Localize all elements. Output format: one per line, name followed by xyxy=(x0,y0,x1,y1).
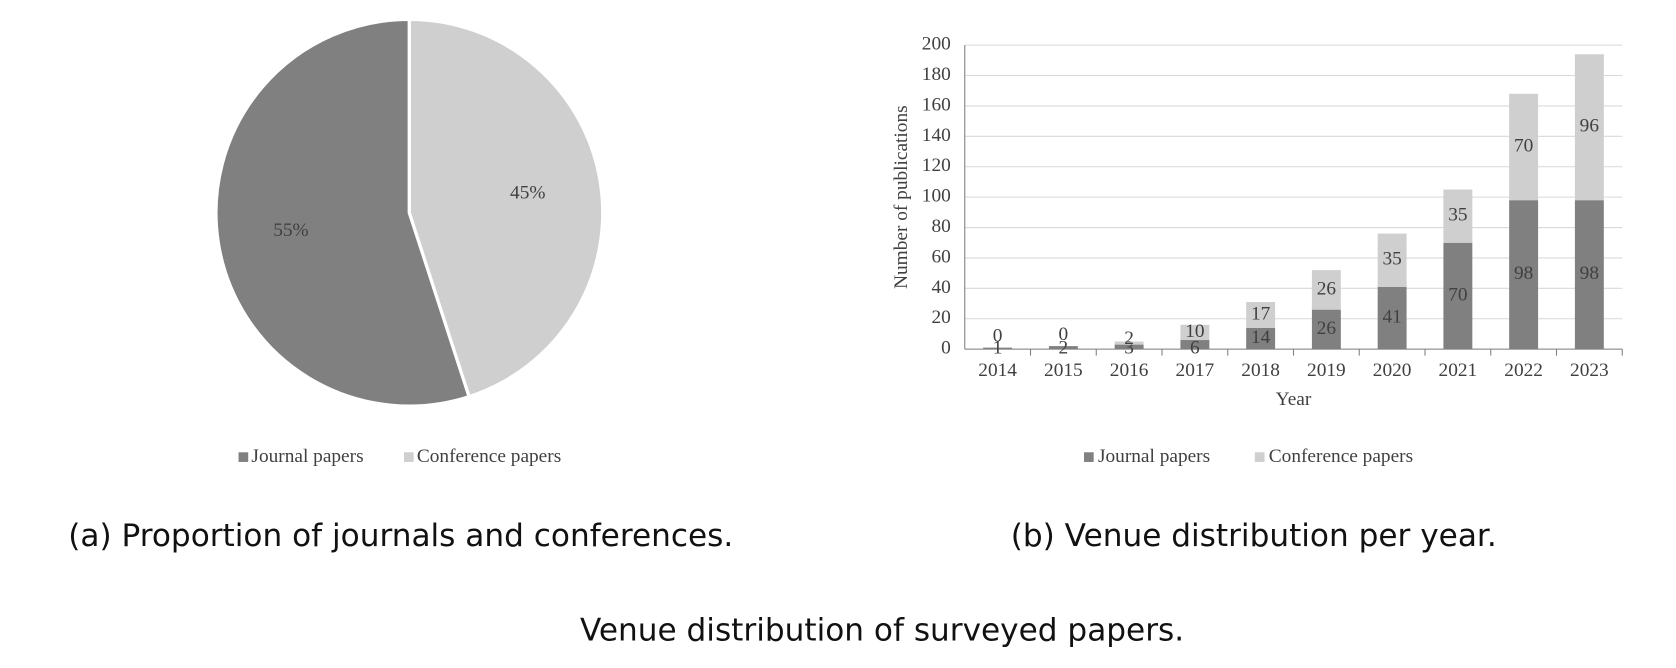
x-tick-label: 2018 xyxy=(1241,360,1280,381)
data-label: 14 xyxy=(1251,327,1271,348)
bar-segment xyxy=(983,347,1013,350)
y-tick-label: 40 xyxy=(931,277,950,298)
bar-segment xyxy=(1180,324,1210,341)
data-label: 6 xyxy=(1190,338,1200,359)
x-tick-label: 2016 xyxy=(1110,360,1149,381)
x-tick-label: 2017 xyxy=(1176,360,1215,381)
data-label: 0 xyxy=(993,325,1003,346)
y-tick-label: 100 xyxy=(922,186,951,207)
y-tick-label: 120 xyxy=(922,155,951,176)
bar-segment xyxy=(1443,189,1473,243)
data-label: 45% xyxy=(510,182,545,203)
y-tick-label: 60 xyxy=(931,246,950,267)
bar-segment xyxy=(1574,54,1604,201)
bar-segment xyxy=(1048,346,1078,350)
data-label: 98 xyxy=(1514,263,1533,284)
data-label: 35 xyxy=(1382,249,1401,270)
y-tick-label: 160 xyxy=(922,94,951,115)
legend-swatch xyxy=(1084,452,1094,462)
y-tick-label: 0 xyxy=(941,338,951,359)
x-axis-label: Year xyxy=(1276,389,1312,410)
bar-segment xyxy=(1311,270,1341,310)
bar-segment xyxy=(1443,242,1473,350)
y-tick-label: 180 xyxy=(922,64,951,85)
data-label: 70 xyxy=(1514,135,1533,156)
y-tick-label: 20 xyxy=(931,307,950,328)
bar-segment xyxy=(1311,309,1341,350)
data-label: 41 xyxy=(1382,306,1401,327)
y-axis-label: Number of publications xyxy=(891,105,912,289)
x-tick-label: 2019 xyxy=(1307,360,1346,381)
bar-segment xyxy=(1114,344,1144,350)
pie-slice xyxy=(214,17,472,408)
y-tick-label: 200 xyxy=(922,34,951,55)
bar-segment xyxy=(1509,93,1539,201)
x-tick-label: 2014 xyxy=(978,360,1017,381)
legend-label: Journal papers xyxy=(251,446,363,467)
x-tick-label: 2022 xyxy=(1504,360,1543,381)
y-tick-label: 140 xyxy=(922,125,951,146)
legend-label: Journal papers xyxy=(1098,446,1210,467)
bar-segment xyxy=(1509,200,1539,350)
pie-slice xyxy=(407,17,605,399)
legend-swatch xyxy=(403,452,414,462)
data-label: 17 xyxy=(1251,303,1271,324)
legend-label: Conference papers xyxy=(417,446,561,467)
bar-segment xyxy=(1180,340,1210,350)
data-label: 96 xyxy=(1580,116,1600,137)
data-label: 70 xyxy=(1448,284,1467,305)
legend-label: Conference papers xyxy=(1269,446,1413,467)
caption: (b) Venue distribution per year. xyxy=(1011,518,1497,554)
data-label: 1 xyxy=(993,338,1003,359)
bar-segment xyxy=(1377,286,1407,350)
x-tick-label: 2021 xyxy=(1439,360,1478,381)
data-label: 98 xyxy=(1580,263,1599,284)
data-label: 10 xyxy=(1185,321,1204,342)
figure-caption: Venue distribution of surveyed papers. xyxy=(580,613,1184,649)
x-tick-label: 2015 xyxy=(1044,360,1083,381)
legend-swatch xyxy=(1254,452,1265,462)
bar-segment xyxy=(1114,341,1144,345)
caption: (a) Proportion of journals and conferenc… xyxy=(68,518,733,554)
data-label: 26 xyxy=(1317,278,1337,299)
data-label: 26 xyxy=(1317,318,1337,339)
bar-segment xyxy=(1246,327,1276,350)
data-label: 2 xyxy=(1059,338,1069,359)
bar-segment xyxy=(1574,200,1604,350)
data-label: 55% xyxy=(273,220,308,241)
bar-segment xyxy=(1246,302,1276,328)
x-tick-label: 2023 xyxy=(1570,360,1609,381)
data-label: 3 xyxy=(1124,338,1134,359)
data-label: 0 xyxy=(1059,324,1069,345)
legend-swatch xyxy=(238,452,249,462)
x-tick-label: 2020 xyxy=(1373,360,1412,381)
y-tick-label: 80 xyxy=(931,216,950,237)
bar-segment xyxy=(1377,233,1407,287)
data-label: 35 xyxy=(1448,205,1467,226)
data-label: 2 xyxy=(1124,328,1134,349)
